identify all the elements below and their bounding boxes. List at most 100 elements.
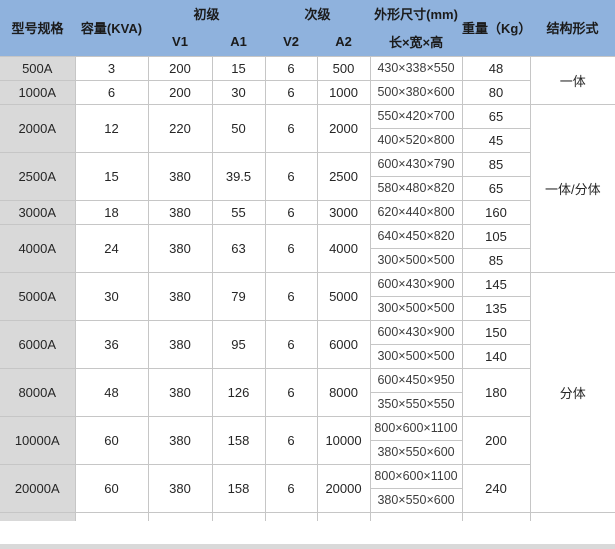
cell-model: 2000A (0, 103, 76, 153)
cell-v2: 6 (264, 199, 318, 225)
cell-capacity: 6 (74, 79, 149, 105)
cell-model: 3000A (0, 199, 76, 225)
table-row: 1000A 6 200 30 6 1000 500×380×600 80 (0, 79, 615, 105)
table-row: 5000A 30 380 79 6 5000 600×430×900 145 分体 (0, 271, 615, 513)
cell-capacity: 24 (74, 223, 149, 273)
cell-a2: 2500 (316, 151, 371, 201)
partial-cell (211, 511, 266, 521)
cell-weight: 65 (461, 175, 531, 201)
partial-cell (264, 511, 318, 521)
cell-capacity: 15 (74, 151, 149, 201)
table-row: 3000A 18 380 55 6 3000 620×440×800 160 (0, 199, 615, 225)
cell-model: 500A (0, 55, 76, 81)
table-row: 20000A 60 380 158 6 20000 800×600×1100 240 (0, 463, 615, 513)
header-dimensions: 外形尺寸(mm) (370, 0, 463, 27)
cell-v1: 380 (147, 319, 213, 369)
cell-model: 10000A (0, 415, 76, 465)
cell-dimensions: 350×550×550 (370, 391, 463, 417)
table-body: 500A 3 200 15 6 500 430×338×550 48 一体 1000A 6 200 30… (0, 55, 615, 521)
cell-v1: 380 (147, 151, 213, 201)
cell-weight: 200 (461, 415, 531, 465)
cell-capacity: 60 (74, 415, 149, 465)
cell-a1: 50 (211, 103, 266, 153)
cell-dimensions: 580×480×820 (370, 175, 463, 201)
cell-capacity: 3 (74, 55, 149, 81)
cell-model: 2500A (0, 151, 76, 201)
cell-v1: 380 (147, 199, 213, 225)
cell-model: 5000A (0, 271, 76, 321)
header-row-1: 型号规格 容量(KVA) 初级 次级 外形尺寸(mm) 重量（Kg） 结构形式 (0, 0, 615, 56)
header-primary: 初级 (148, 0, 266, 27)
cell-dimensions: 640×450×820 (369, 223, 463, 249)
cell-weight: 80 (461, 79, 531, 105)
header-dims-sub: 长×宽×高 (370, 27, 463, 56)
cell-v1: 200 (147, 55, 213, 81)
table-row: 350×550×550 (0, 391, 615, 417)
cell-model: 20000A (0, 463, 76, 513)
cell-v2: 6 (264, 319, 318, 369)
table-row: 2500A 15 380 39.5 6 2500 600×430×790 85 (0, 151, 615, 201)
partial-row (0, 511, 615, 521)
cell-dimensions: 500×380×600 (369, 79, 463, 105)
cell-dimensions: 300×500×500 (370, 343, 463, 369)
cell-a1: 158 (211, 415, 266, 465)
cell-structure: 分体 (529, 271, 615, 513)
cell-a2: 500 (316, 55, 371, 81)
cell-v1: 380 (147, 367, 213, 417)
cell-weight: 150 (461, 319, 531, 345)
cell-capacity: 48 (74, 367, 149, 417)
cell-dimensions: 430×338×550 (369, 55, 463, 81)
cell-v2: 6 (264, 463, 318, 513)
cell-capacity: 60 (74, 463, 149, 513)
header-capacity: 容量(KVA) (75, 0, 148, 56)
table-row: 400×520×800 45 (0, 127, 615, 153)
cell-model: 1000A (0, 79, 76, 105)
cell-v2: 6 (264, 415, 318, 465)
cell-dimensions: 600×430×790 (369, 151, 463, 177)
cell-a2: 4000 (316, 223, 371, 273)
cell-a1: 63 (211, 223, 266, 273)
cell-v2: 6 (264, 55, 318, 81)
cell-structure: 一体/分体 (529, 103, 615, 273)
partial-cell (529, 511, 615, 521)
header-weight: 重量（Kg） (462, 0, 531, 56)
cell-capacity: 12 (74, 103, 149, 153)
header-a2: A2 (317, 27, 371, 56)
cell-v2: 6 (264, 367, 318, 417)
cell-a2: 3000 (316, 199, 371, 225)
partial-cell (147, 511, 213, 521)
header-secondary: 次级 (265, 0, 371, 27)
cell-a1: 95 (211, 319, 266, 369)
cell-dimensions: 380×550×600 (370, 487, 463, 513)
cell-v2: 6 (264, 79, 318, 105)
cell-a1: 55 (211, 199, 266, 225)
cell-weight: 85 (461, 151, 531, 177)
cell-dimensions: 550×420×700 (369, 103, 463, 129)
header-structure: 结构形式 (530, 0, 615, 56)
cell-a2: 2000 (316, 103, 371, 153)
cell-a2: 1000 (316, 79, 371, 105)
cell-v2: 6 (264, 223, 318, 273)
table-row: 10000A 60 380 158 6 10000 800×600×1100 200 (0, 415, 615, 465)
cell-v1: 380 (147, 223, 213, 273)
cell-a2: 10000 (316, 415, 371, 465)
header-v2: V2 (265, 27, 318, 56)
cell-a1: 126 (211, 367, 266, 417)
table-row: 300×500×500 135 (0, 295, 615, 321)
cell-a2: 5000 (316, 271, 371, 321)
header-row-2: V1 A1 V2 A2 长×宽×高 (0, 27, 615, 56)
cell-v2: 6 (264, 271, 318, 321)
partial-cell (369, 511, 463, 521)
cell-v1: 200 (147, 79, 213, 105)
header-a1: A1 (212, 27, 266, 56)
table-row: 2000A 12 220 50 6 2000 550×420×700 65 一体/分体 (0, 103, 615, 273)
spec-table: 型号规格 容量(KVA) 初级 次级 外形尺寸(mm) 重量（Kg） 结构形式 … (0, 0, 615, 521)
table-row: 6000A 36 380 95 6 6000 600×430×900 150 (0, 319, 615, 369)
table-header: 型号规格 容量(KVA) 初级 次级 外形尺寸(mm) 重量（Kg） 结构形式 … (0, 0, 615, 56)
cell-structure: 一体 (529, 55, 615, 105)
cell-capacity: 30 (74, 271, 149, 321)
cell-weight: 140 (461, 343, 531, 369)
partial-cell (316, 511, 371, 521)
cell-weight: 180 (461, 367, 531, 417)
cell-weight: 145 (461, 271, 531, 297)
